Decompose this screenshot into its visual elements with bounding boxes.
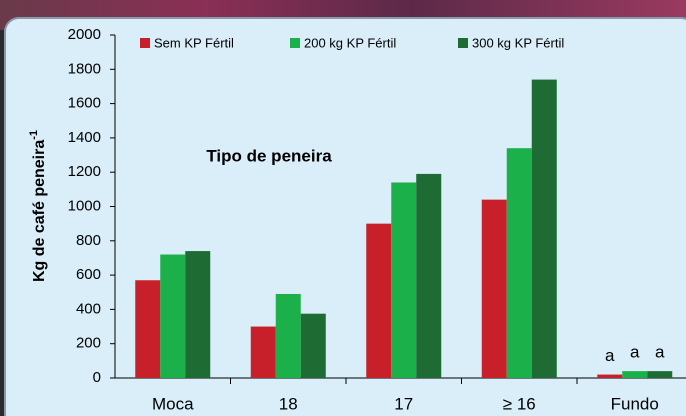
legend-label: Sem KP Fértil [154, 35, 234, 50]
y-tick-label: 2000 [68, 26, 101, 43]
bar [597, 374, 623, 378]
y-tick-label: 1000 [68, 197, 101, 214]
legend-swatch [458, 38, 468, 48]
x-tick-label: 18 [279, 394, 298, 413]
x-tick-label: Moca [152, 394, 194, 413]
card [4, 17, 686, 416]
x-tick-label: Fundo [611, 394, 659, 413]
bar [250, 326, 276, 378]
legend-label: 200 kg KP Fértil [304, 35, 396, 50]
chart-title: Tipo de peneira [206, 146, 332, 165]
x-tick-label: 17 [394, 394, 413, 413]
legend-swatch [290, 38, 300, 48]
y-axis-label: Kg de café peneira-1 [28, 130, 48, 282]
y-tick-label: 1400 [68, 129, 101, 146]
y-axis-label-sup: -1 [28, 130, 40, 140]
bar [647, 371, 673, 378]
annotation: a [630, 343, 640, 362]
annotation: a [655, 343, 665, 362]
y-tick-label: 400 [76, 300, 101, 317]
bar [300, 313, 326, 378]
legend-swatch [140, 38, 150, 48]
bar [531, 79, 557, 378]
y-tick-label: 1200 [68, 163, 101, 180]
y-tick-label: 1600 [68, 95, 101, 112]
bar [416, 173, 442, 378]
legend-label: 300 kg KP Fértil [472, 35, 564, 50]
x-tick-label: ≥ 16 [503, 394, 536, 413]
y-tick-label: 600 [76, 266, 101, 283]
bar [622, 371, 648, 378]
annotation: a [605, 346, 615, 365]
bar [185, 251, 211, 378]
y-tick-label: 0 [93, 369, 101, 386]
y-tick-label: 200 [76, 335, 101, 352]
bar [160, 254, 186, 378]
bar [275, 293, 301, 378]
bar [481, 199, 507, 378]
y-axis-label-text: Kg de café peneira [31, 140, 48, 282]
bar [366, 223, 392, 378]
y-tick-label: 1800 [68, 60, 101, 77]
y-tick-label: 800 [76, 232, 101, 249]
bar [135, 280, 161, 378]
bar [391, 182, 417, 378]
bar [506, 148, 532, 378]
